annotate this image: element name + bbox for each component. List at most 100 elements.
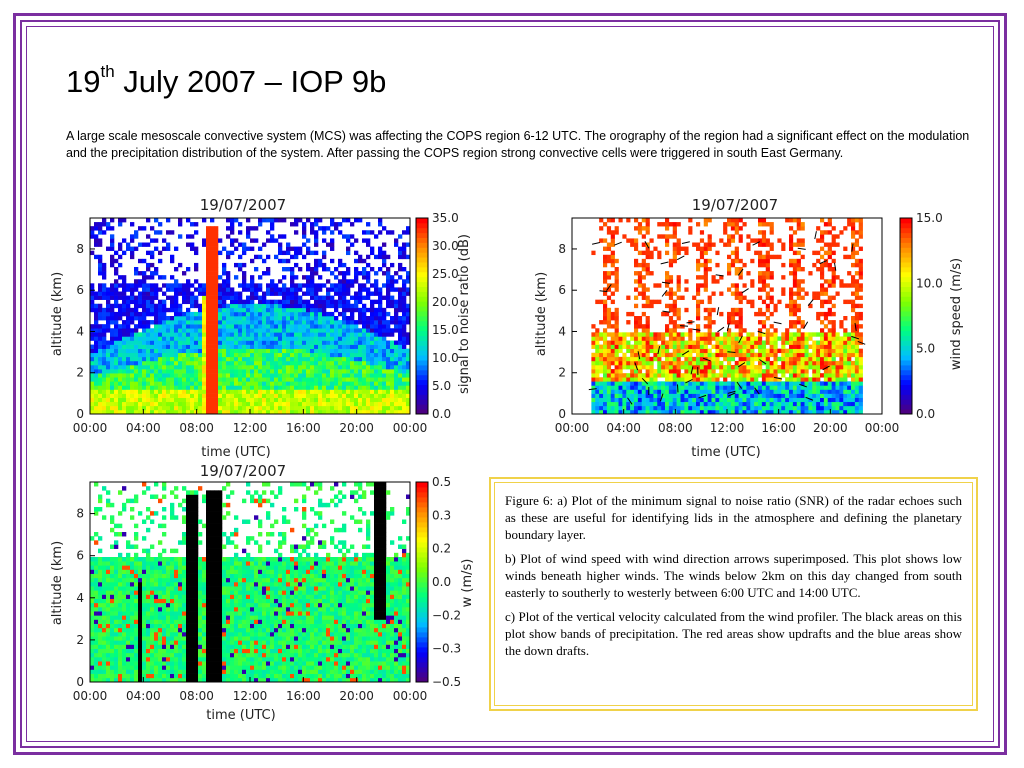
heatmap-cell (676, 295, 681, 300)
heatmap-cell (310, 344, 315, 349)
heatmap-cell (130, 352, 135, 358)
heatmap-cell (765, 258, 770, 264)
heatmap-cell (406, 287, 411, 292)
heatmap-cell (854, 262, 860, 268)
heatmap-cell (246, 218, 251, 223)
heatmap-cell (206, 352, 211, 358)
heatmap-cell (226, 250, 231, 256)
heatmap-cell (402, 377, 407, 382)
heatmap-cell (703, 222, 708, 227)
heatmap-cell (622, 397, 627, 403)
heatmap-cell (851, 360, 856, 366)
heatmap-cell (603, 409, 608, 415)
heatmap-cell (750, 332, 755, 337)
heatmap-cell (142, 279, 147, 284)
heatmap-cell (398, 303, 403, 309)
heatmap-cell (274, 352, 279, 358)
heatmap-cell (214, 385, 219, 390)
heatmap-cell (214, 397, 219, 403)
heatmap-cell (262, 377, 267, 382)
heatmap-cell (847, 332, 852, 337)
heatmap-cell (198, 303, 203, 309)
y-tick-label: 4 (76, 324, 84, 338)
heatmap-cell (94, 291, 99, 296)
heatmap-cell (138, 393, 143, 398)
heatmap-cell (106, 311, 111, 317)
heatmap-cell (599, 377, 604, 382)
heatmap-cell (622, 381, 627, 386)
heatmap-cell (342, 295, 347, 300)
heatmap-cell (270, 381, 275, 386)
heatmap-cell (202, 307, 207, 313)
heatmap-cell (278, 393, 283, 398)
heatmap-cell (827, 344, 832, 349)
heatmap-cell (342, 360, 347, 366)
heatmap-cell (290, 409, 295, 415)
heatmap-cell (306, 320, 311, 325)
heatmap-cell (370, 373, 375, 378)
heatmap-cell (326, 381, 331, 386)
heatmap-cell (610, 336, 615, 341)
heatmap-cell (622, 234, 627, 239)
heatmap-cell (358, 291, 363, 296)
heatmap-cell (789, 320, 794, 325)
heatmap-cell (182, 311, 187, 317)
heatmap-cell (206, 316, 211, 321)
heatmap-cell (672, 336, 677, 341)
heatmap-cell (672, 348, 677, 354)
heatmap-cell (835, 275, 840, 280)
heatmap-cell (234, 348, 239, 354)
heatmap-cell (727, 262, 732, 268)
heatmap-cell (641, 242, 646, 247)
heatmap-cell (350, 303, 355, 309)
heatmap-cell (738, 369, 743, 374)
heatmap-cell (310, 332, 315, 337)
heatmap-cell (665, 409, 670, 415)
heatmap-cell (668, 295, 674, 300)
heatmap-cell (246, 405, 251, 411)
heatmap-cell (266, 340, 271, 345)
heatmap-cell (246, 397, 251, 403)
heatmap-cell (746, 397, 751, 403)
heatmap-cell (254, 348, 259, 354)
heatmap-cell (769, 397, 774, 403)
heatmap-cell (827, 230, 832, 235)
heatmap-cell (618, 377, 623, 382)
heatmap-cell (603, 385, 608, 390)
heatmap-cell (792, 275, 798, 280)
heatmap-cell (254, 373, 259, 378)
heatmap-cell (707, 320, 712, 325)
heatmap-cell (614, 311, 619, 317)
heatmap-cell (138, 348, 143, 354)
heatmap-cell (839, 369, 844, 374)
heatmap-cell (98, 405, 103, 411)
heatmap-cell (378, 316, 383, 321)
heatmap-cell (162, 246, 167, 251)
heatmap-cell (338, 287, 343, 292)
heatmap-cell (362, 401, 367, 407)
heatmap-cell (742, 352, 747, 358)
heatmap-cell (354, 336, 359, 341)
heatmap-cell (672, 303, 677, 309)
heatmap-cell (839, 377, 844, 382)
heatmap-cell (174, 352, 179, 358)
heatmap-cell (274, 348, 279, 354)
heatmap-cell (258, 311, 263, 317)
heatmap-cell (154, 328, 159, 333)
heatmap-cell (630, 393, 635, 398)
heatmap-cell (696, 267, 701, 272)
heatmap-cell (816, 356, 821, 362)
heatmap-cell (102, 360, 107, 366)
heatmap-cell (298, 324, 303, 329)
heatmap-cell (696, 287, 701, 292)
heatmap-cell (350, 234, 355, 239)
heatmap-cell (394, 352, 399, 358)
heatmap-cell (699, 365, 705, 370)
heatmap-cell (374, 405, 379, 411)
heatmap-cell (198, 352, 203, 358)
heatmap-cell (150, 373, 155, 378)
heatmap-cell (322, 401, 327, 407)
heatmap-cell (382, 373, 387, 378)
heatmap-cell (734, 250, 739, 256)
heatmap-cell (800, 405, 805, 411)
